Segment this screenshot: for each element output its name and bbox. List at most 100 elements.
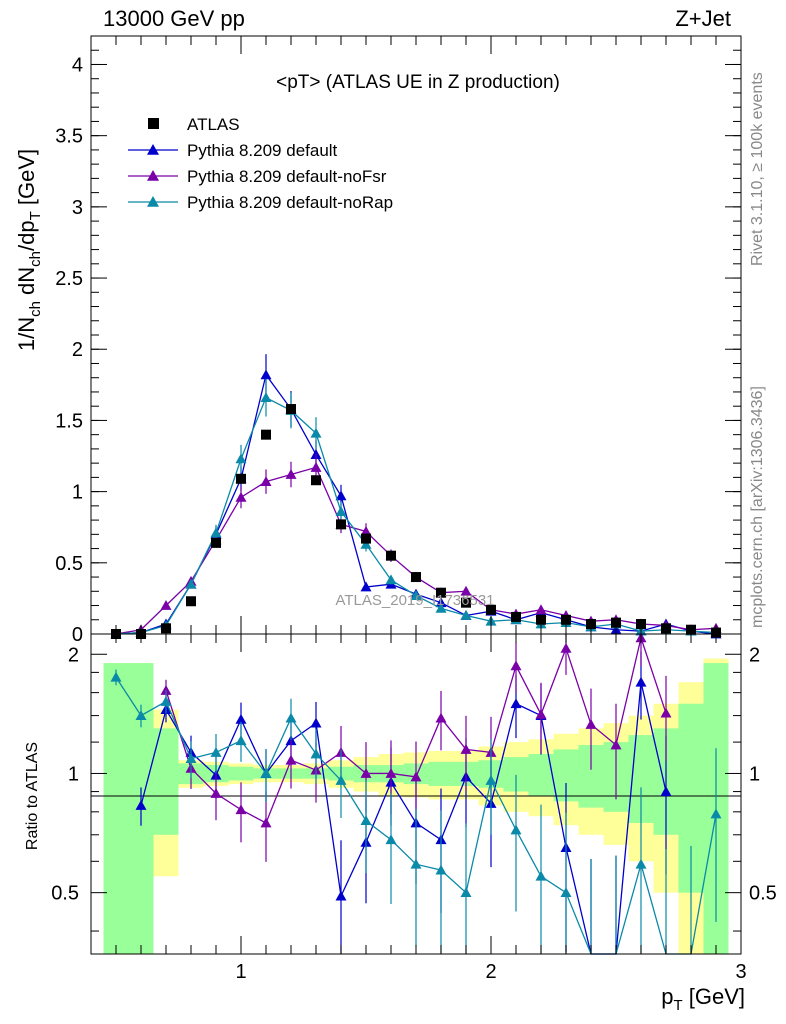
main-y-tick-label: 4 (72, 54, 83, 76)
data-point (186, 596, 196, 607)
data-point (360, 525, 372, 536)
data-point (210, 746, 222, 757)
data-point (585, 718, 597, 729)
data-point (360, 815, 372, 826)
data-point (410, 590, 422, 600)
main-y-axis-ticks: 0 0.5 1 1.5 2 2.5 3 3.5 4 (55, 49, 741, 646)
legend-label: Pythia 8.209 default (187, 141, 338, 160)
data-point (386, 550, 396, 561)
legend-label: Pythia 8.209 default-noFsr (187, 167, 387, 186)
data-point (160, 600, 172, 610)
data-point (411, 572, 421, 583)
data-point (710, 808, 722, 819)
ratio-y-tick-label-right: 1 (749, 763, 760, 785)
data-point (660, 786, 672, 796)
data-point (335, 490, 347, 501)
data-point (261, 429, 271, 440)
ratio-band-inner (153, 728, 179, 835)
data-point (260, 767, 272, 778)
data-point (135, 800, 147, 810)
data-point (110, 671, 122, 682)
data-point (236, 473, 246, 484)
series-pythia-8-209-default-nofsr (110, 454, 722, 639)
data-point (260, 392, 272, 403)
x-tick-label: 2 (485, 961, 496, 983)
data-point (385, 767, 397, 778)
main-y-tick-label: 1 (72, 482, 83, 504)
data-point (185, 753, 197, 764)
main-plot-panel: 0 0.5 1 1.5 2 2.5 3 3.5 4 (55, 35, 742, 646)
analysis-watermark: ATLAS_2019_I1736531 (335, 592, 494, 609)
data-point (235, 735, 247, 746)
data-point (510, 698, 522, 709)
data-point (310, 427, 322, 438)
data-point (435, 597, 447, 608)
main-y-tick-label: 3.5 (55, 126, 83, 148)
header-right: Z+Jet (675, 6, 731, 31)
data-point (260, 476, 272, 487)
data-point (560, 887, 572, 898)
data-point (636, 619, 646, 630)
data-point (160, 695, 172, 706)
data-point (660, 707, 672, 718)
data-point (385, 574, 397, 585)
header-left: 13000 GeV pp (103, 6, 245, 31)
data-point (336, 519, 346, 530)
data-point (235, 453, 247, 464)
data-point (385, 834, 397, 845)
ratio-y-tick-label-left: 2 (68, 644, 79, 666)
data-point (135, 710, 147, 720)
legend-item-pythia-8-209-default-nofsr: Pythia 8.209 default-noFsr (128, 167, 387, 186)
data-point (361, 533, 371, 544)
ratio-band-inner (228, 766, 254, 781)
ratio-x-axis-ticks: 1 2 3 (115, 634, 747, 983)
data-point (235, 713, 247, 724)
data-point (360, 767, 372, 778)
legend-marker (147, 144, 159, 155)
data-point (460, 585, 472, 596)
data-point (535, 604, 547, 615)
data-point (310, 748, 322, 759)
data-point (511, 611, 521, 622)
main-y-tick-label: 0 (72, 624, 83, 646)
ratio-y-tick-label-right: 0.5 (749, 883, 777, 905)
legend: ATLAS Pythia 8.209 default Pythia 8.209 de… (128, 115, 393, 212)
legend-label: ATLAS (187, 115, 240, 134)
data-point (210, 787, 222, 798)
legend-marker (148, 118, 159, 129)
data-point (211, 537, 221, 548)
data-point (185, 578, 197, 589)
data-point (536, 614, 546, 625)
rivet-version-text: Rivet 3.1.10, ≥ 100k events (749, 72, 766, 266)
data-point (535, 870, 547, 881)
legend-marker (147, 196, 159, 207)
data-point (435, 864, 447, 875)
main-x-axis-ticks (115, 36, 742, 634)
legend-item-atlas: ATLAS (148, 115, 240, 134)
mcplots-reference-text: mcplots.cern.ch [arXiv:1306.3436] (749, 386, 766, 628)
data-point (310, 461, 322, 472)
data-point (535, 708, 547, 719)
data-point (335, 774, 347, 785)
ratio-band-inner (428, 761, 454, 786)
main-y-axis-label: 1/Nch dNch/dpT [GeV] (14, 149, 44, 351)
data-point (635, 858, 647, 869)
data-point (285, 712, 297, 723)
data-point (410, 771, 422, 782)
data-point (485, 774, 497, 785)
data-point (561, 614, 571, 625)
data-point (360, 538, 372, 549)
x-tick-label: 1 (235, 961, 246, 983)
legend-item-pythia-8-209-default: Pythia 8.209 default (128, 141, 338, 160)
ratio-y-tick-label-left: 1 (68, 763, 79, 785)
main-y-tick-label: 3 (72, 197, 83, 219)
data-point (260, 369, 272, 380)
main-y-tick-label: 0.5 (55, 553, 83, 575)
main-y-tick-label: 1.5 (55, 410, 83, 432)
series-line (115, 466, 717, 635)
data-point (436, 587, 446, 598)
data-point (435, 602, 447, 613)
ratio-plot-panel: 0.5 0.5 1 1 2 2 1 2 3 (51, 632, 777, 983)
data-point (286, 404, 296, 415)
